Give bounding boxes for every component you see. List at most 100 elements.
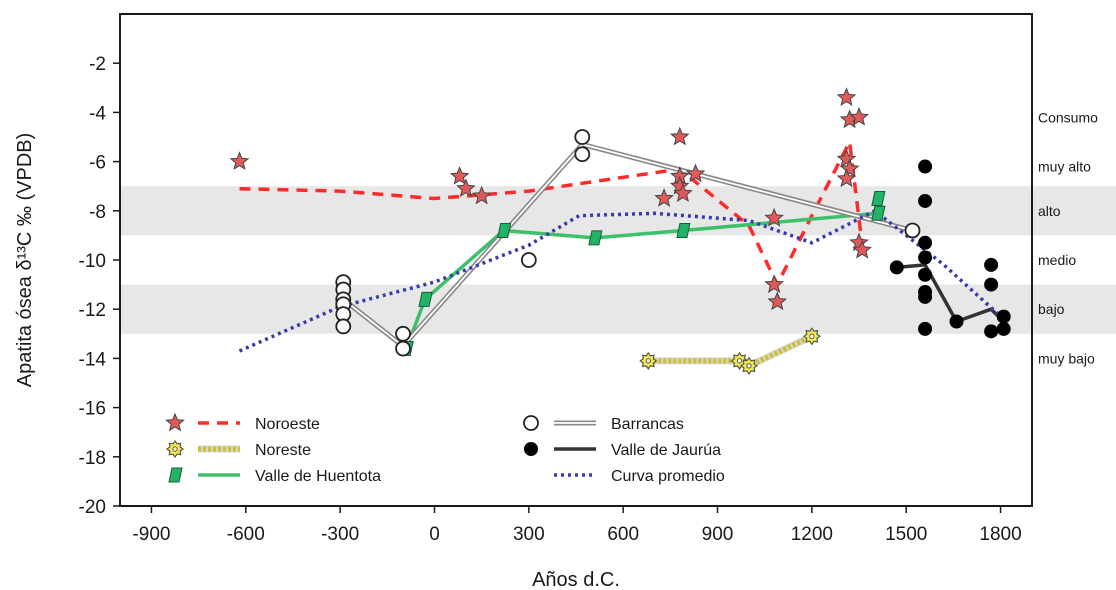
point-noreste (739, 356, 759, 375)
point-noroeste (836, 168, 857, 188)
legend-marker (165, 439, 185, 459)
band-label: Consumo (1038, 109, 1098, 125)
legend-label: Valle de Huentota (255, 468, 381, 485)
point-noroeste (852, 239, 872, 259)
point-noreste (802, 327, 821, 346)
y-tick-label: -18 (79, 448, 106, 469)
point-valle-de-huentota (497, 222, 512, 238)
y-tick-label: -16 (79, 399, 106, 420)
point-valle-de-jaurua (996, 309, 1011, 324)
y-axis-title: Apatita ósea δ¹³C ‰ (VPDB) (14, 133, 36, 388)
point-valle-de-jaurua (918, 321, 933, 336)
point-noroeste (669, 126, 690, 146)
legend-marker-hole (172, 446, 178, 452)
line-barrancas-inner (342, 143, 913, 347)
y-tick-label: -10 (79, 251, 106, 272)
y-tick-label: -6 (89, 153, 106, 174)
point-valle-de-jaurua (949, 314, 964, 329)
point-valle-de-jaurua (918, 235, 933, 250)
x-tick-label: -900 (132, 524, 170, 545)
legend-label: Barrancas (611, 416, 684, 433)
legend-item: Curva promedio (554, 468, 725, 485)
point-valle-de-jaurua (918, 250, 933, 265)
legend-label: Curva promedio (611, 468, 725, 485)
point-noroeste (685, 163, 706, 183)
x-axis: -900 -600 -300 0 300 600 900 1200 1500 1800 (132, 506, 1022, 545)
band (120, 186, 1116, 236)
legend-item: Valle de Jaurúa (524, 442, 721, 459)
point-valle-de-jaurua (918, 267, 933, 282)
y-tick-label: -14 (79, 349, 107, 370)
y-tick-label: -8 (89, 202, 106, 223)
point-barrancas (574, 146, 591, 163)
point-valle-de-huentota (588, 230, 603, 246)
legend: Noroeste Noreste Valle de Huentota Barranca… (165, 412, 725, 485)
legend-marker (524, 442, 538, 456)
point-barrancas (574, 129, 591, 145)
band-label: muy bajo (1038, 350, 1095, 366)
point-noroeste (229, 151, 250, 170)
point-barrancas (904, 222, 921, 239)
legend-item: Noreste (165, 439, 311, 459)
point-noroeste (471, 185, 492, 205)
point-valle-de-jaurua (918, 289, 933, 304)
y-tick-label: -20 (79, 497, 106, 518)
band (120, 284, 1116, 334)
point-noreste (639, 351, 658, 370)
y-tick-label: -2 (89, 54, 106, 75)
legend-label: Noreste (255, 442, 311, 459)
point-noreste-hole (645, 358, 652, 364)
line-noreste-shadow (648, 333, 814, 370)
band-label: muy alto (1038, 159, 1091, 175)
line-curva-promedio-stroke (238, 209, 1005, 353)
line-noreste (648, 333, 814, 370)
point-noroeste (456, 178, 476, 197)
point-noroeste (654, 188, 674, 207)
point-barrancas (335, 318, 352, 335)
line-curva-promedio (238, 209, 1005, 353)
point-noroeste (849, 106, 869, 126)
point-barrancas (395, 340, 411, 357)
x-tick-label: -600 (227, 524, 265, 545)
band-label: alto (1038, 203, 1061, 219)
point-valle-de-huentota (676, 222, 691, 238)
legend-item: Valle de Huentota (168, 467, 381, 485)
x-tick-label: 1500 (885, 524, 927, 545)
line-barrancas (341, 141, 914, 349)
point-valle-de-jaurua (918, 193, 933, 208)
x-tick-label: 900 (702, 524, 734, 545)
x-tick-label: 1800 (979, 524, 1021, 545)
y-tick-label: -4 (89, 103, 106, 124)
y-tick-label: -12 (79, 300, 106, 321)
point-valle-de-huentota (418, 291, 433, 307)
point-noroeste (673, 183, 693, 202)
x-tick-label: 0 (429, 524, 440, 545)
legend-marker (165, 412, 185, 432)
point-barrancas (395, 325, 411, 342)
point-noroeste (767, 291, 788, 311)
point-valle-de-jaurua (996, 321, 1011, 336)
band-label: bajo (1038, 301, 1065, 317)
legend-label: Valle de Jaurúa (611, 442, 721, 459)
band-labels: Consumo muy alto alto medio bajo muy bajo (1038, 109, 1098, 366)
point-noroeste (764, 274, 784, 293)
legend-marker (523, 415, 539, 431)
legend-marker (168, 467, 183, 483)
bands (120, 186, 1116, 334)
point-noroeste (836, 87, 857, 106)
point-valle-de-jaurua (889, 260, 904, 275)
point-noroeste (764, 207, 784, 227)
legend-item: Barrancas (523, 415, 684, 433)
band-label: medio (1038, 252, 1076, 268)
x-tick-label: 300 (513, 524, 545, 545)
point-noroeste (839, 158, 860, 178)
point-noreste-hole (746, 363, 752, 369)
legend-label: Noroeste (255, 416, 320, 433)
x-tick-label: 600 (607, 524, 639, 545)
x-axis-title: Años d.C. (532, 569, 620, 590)
point-noreste-hole (736, 358, 743, 364)
point-barrancas (520, 252, 537, 268)
point-noroeste (449, 166, 470, 185)
legend-item: Noroeste (165, 412, 320, 433)
